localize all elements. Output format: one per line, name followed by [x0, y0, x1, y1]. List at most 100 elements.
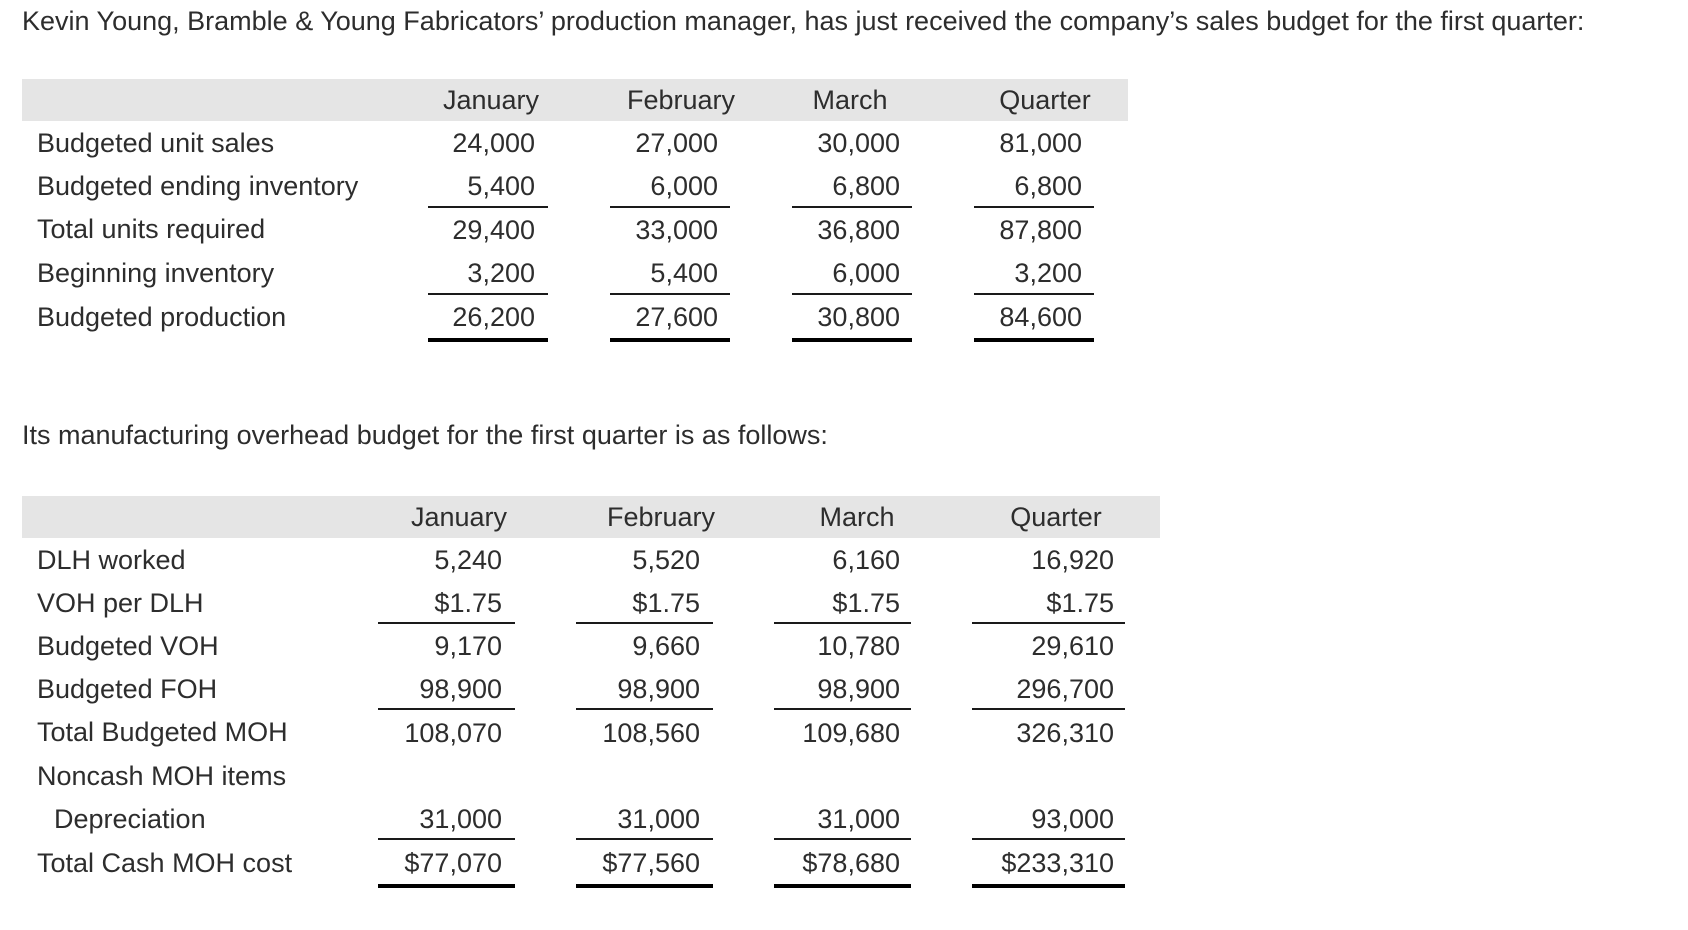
column-header: January: [442, 85, 540, 115]
table-cell: 27,000: [635, 128, 718, 158]
subtotal-rule: [428, 293, 548, 295]
column-header: February: [606, 502, 716, 532]
subtotal-rule: [972, 838, 1125, 840]
table-header-band: [22, 496, 1160, 538]
table-header-band: [22, 79, 1128, 121]
row-label: Budgeted FOH: [37, 674, 218, 704]
row-label: Total Budgeted MOH: [37, 717, 288, 747]
column-header: March: [819, 502, 895, 532]
total-double-rule: [378, 884, 515, 888]
table-cell: 36,800: [817, 215, 900, 245]
subtotal-rule: [378, 708, 515, 710]
table-cell: $1.75: [434, 588, 502, 618]
table-cell: 33,000: [635, 215, 718, 245]
table-cell: 93,000: [1031, 804, 1114, 834]
subtotal-rule: [428, 206, 548, 208]
subtotal-rule: [972, 622, 1125, 624]
table-cell: 9,660: [632, 631, 700, 661]
subtotal-rule: [774, 838, 911, 840]
column-header: March: [812, 85, 888, 115]
subtotal-rule: [792, 206, 912, 208]
table-cell: 5,240: [434, 545, 502, 575]
table-cell: 3,200: [467, 258, 535, 288]
table-cell: 24,000: [452, 128, 535, 158]
subtotal-rule: [378, 838, 515, 840]
row-label: Total Cash MOH cost: [37, 848, 293, 878]
row-label: Budgeted unit sales: [37, 128, 275, 158]
subtotal-rule: [378, 622, 515, 624]
subtotal-rule: [792, 293, 912, 295]
total-double-rule: [974, 338, 1094, 342]
subtotal-rule: [610, 206, 730, 208]
table-cell: 6,800: [1014, 171, 1082, 201]
subtotal-rule: [974, 206, 1094, 208]
subtotal-rule: [774, 622, 911, 624]
row-label: DLH worked: [37, 545, 186, 575]
table-cell: 5,400: [467, 171, 535, 201]
table-cell: 98,900: [817, 674, 900, 704]
column-header: February: [626, 85, 736, 115]
column-header: Quarter: [999, 85, 1091, 115]
table-cell: 5,400: [650, 258, 718, 288]
table-cell: $1.75: [632, 588, 700, 618]
table-cell: 10,780: [817, 631, 900, 661]
table-cell: $233,310: [1001, 848, 1114, 878]
table-cell: 9,170: [434, 631, 502, 661]
table-cell: $78,680: [802, 848, 900, 878]
table-cell: 6,000: [832, 258, 900, 288]
table-cell: 27,600: [635, 302, 718, 332]
table-cell: 31,000: [817, 804, 900, 834]
subtotal-rule: [972, 708, 1125, 710]
total-double-rule: [972, 884, 1125, 888]
table-cell: 5,520: [632, 545, 700, 575]
subtotal-rule: [576, 622, 713, 624]
row-label: Budgeted ending inventory: [37, 171, 359, 201]
table-cell: 81,000: [999, 128, 1082, 158]
table-cell: 3,200: [1014, 258, 1082, 288]
row-label: Noncash MOH items: [37, 761, 287, 791]
table-cell: $77,560: [602, 848, 700, 878]
table-cell: $1.75: [832, 588, 900, 618]
subtotal-rule: [974, 293, 1094, 295]
table-cell: 296,700: [1016, 674, 1114, 704]
row-label: Total units required: [37, 214, 266, 244]
row-label: Beginning inventory: [37, 258, 275, 288]
table-cell: 6,800: [832, 171, 900, 201]
row-label: Budgeted production: [37, 302, 287, 332]
total-double-rule: [576, 884, 713, 888]
column-header: Quarter: [1010, 502, 1102, 532]
table-cell: 29,400: [452, 215, 535, 245]
table-cell: 6,000: [650, 171, 718, 201]
row-label: Budgeted VOH: [37, 631, 219, 661]
row-label: Depreciation: [54, 804, 206, 834]
table-cell: 87,800: [999, 215, 1082, 245]
table-cell: 26,200: [452, 302, 535, 332]
table-cell: 109,680: [802, 718, 900, 748]
table-cell: 31,000: [419, 804, 502, 834]
table-cell: 16,920: [1031, 545, 1114, 575]
table-cell: 31,000: [617, 804, 700, 834]
table-cell: 30,800: [817, 302, 900, 332]
table-cell: 326,310: [1016, 718, 1114, 748]
row-label: VOH per DLH: [37, 588, 204, 618]
total-double-rule: [610, 338, 730, 342]
table-cell: 98,900: [419, 674, 502, 704]
subtotal-rule: [774, 708, 911, 710]
intro-text: Kevin Young, Bramble & Young Fabricators…: [22, 6, 1585, 36]
subtotal-rule: [610, 293, 730, 295]
table-cell: 30,000: [817, 128, 900, 158]
total-double-rule: [428, 338, 548, 342]
table-cell: $1.75: [1046, 588, 1114, 618]
moh-intro-text: Its manufacturing overhead budget for th…: [22, 420, 828, 450]
table-cell: 98,900: [617, 674, 700, 704]
column-header: January: [410, 502, 508, 532]
subtotal-rule: [576, 708, 713, 710]
total-double-rule: [774, 884, 911, 888]
table-cell: $77,070: [404, 848, 502, 878]
table-cell: 29,610: [1031, 631, 1114, 661]
table-cell: 108,560: [602, 718, 700, 748]
subtotal-rule: [576, 838, 713, 840]
total-double-rule: [792, 338, 912, 342]
table-cell: 108,070: [404, 718, 502, 748]
table-cell: 6,160: [832, 545, 900, 575]
